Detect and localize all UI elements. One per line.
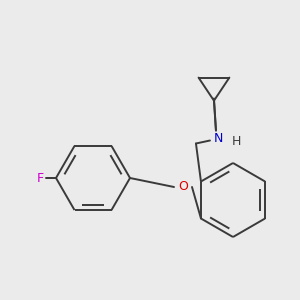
Text: N: N <box>213 132 223 145</box>
Text: O: O <box>178 181 188 194</box>
Text: H: H <box>232 135 241 148</box>
Text: F: F <box>36 172 43 184</box>
